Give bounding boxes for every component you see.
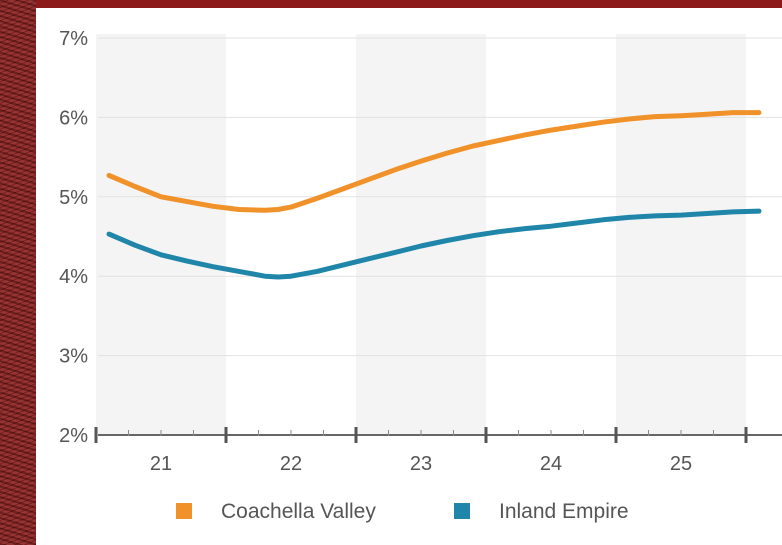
y-tick-label: 2% [59,425,88,447]
legend-swatch [176,503,192,519]
y-tick-label: 6% [59,107,88,129]
series-line-0 [106,110,762,213]
y-tick-label: 4% [59,266,88,288]
top-band [0,0,782,8]
year-band [96,34,226,435]
x-tick-label: 21 [150,453,172,475]
x-tick-label: 25 [670,453,692,475]
x-tick-label: 24 [540,453,562,475]
line-chart: 2% 3% 4% 5% 6% 7% 21 22 23 24 25 Coachella Valley In… [59,28,782,523]
series-line-1 [106,208,762,280]
year-band [356,34,486,435]
x-tick-label: 23 [410,453,432,475]
chart-panel: 2% 3% 4% 5% 6% 7% 21 22 23 24 25 Coachella Valley In… [36,8,782,545]
legend-label: Coachella Valley [221,500,376,523]
legend-swatch [454,503,470,519]
y-tick-label: 5% [59,187,88,209]
legend-label: Inland Empire [499,500,629,523]
year-band [616,34,746,435]
background-texture [0,0,36,545]
y-tick-label: 3% [59,346,88,368]
x-tick-label: 22 [280,453,302,475]
y-tick-label: 7% [59,28,88,50]
